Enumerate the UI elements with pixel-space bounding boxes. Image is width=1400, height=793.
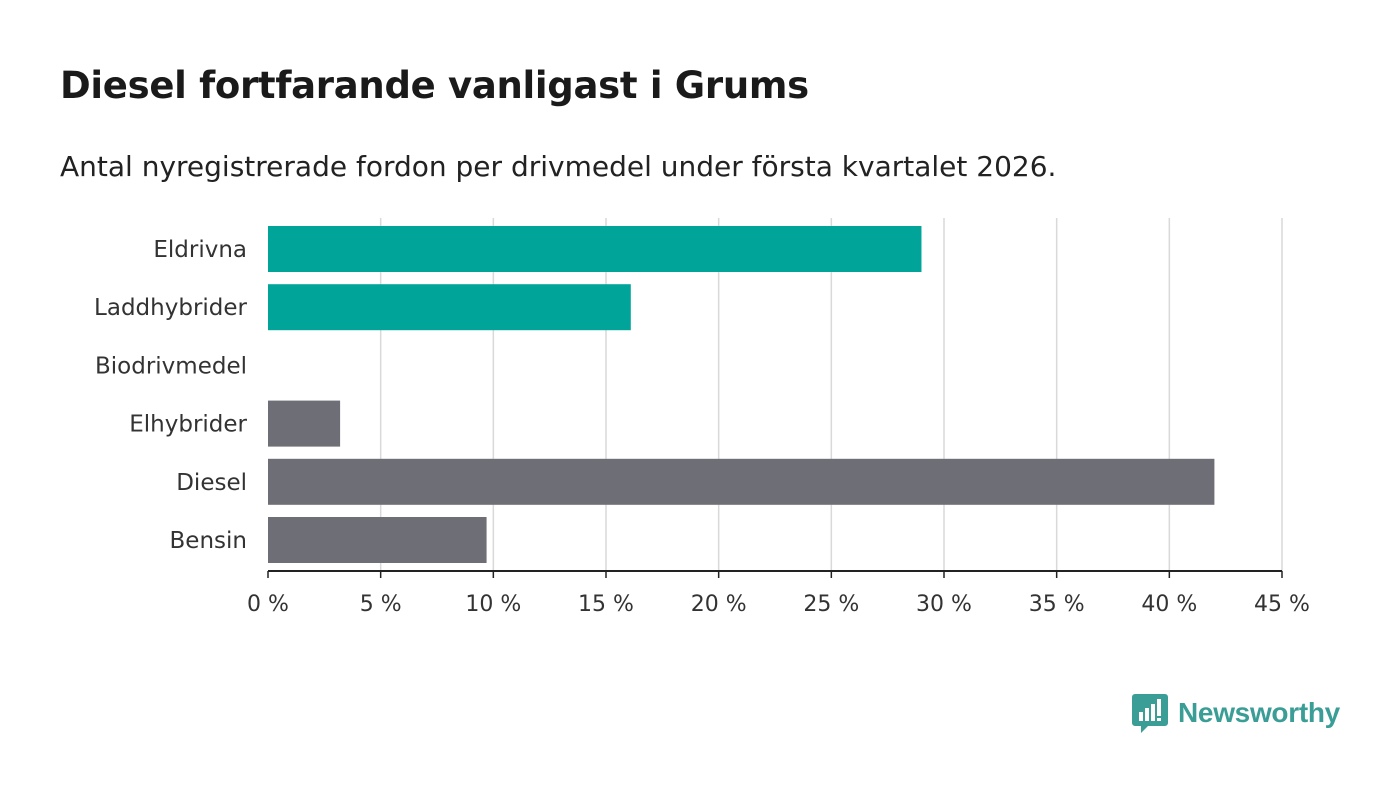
x-axis: 0 % 5 % 10 % 15 % 20 % 25 % 30 % 35 % 40 % 45 %: [247, 570, 1310, 617]
category-label: Elhybrider: [129, 412, 247, 438]
x-tick-label: 25 %: [803, 592, 859, 617]
category-label: Bensin: [170, 528, 247, 554]
bars: [268, 226, 1215, 563]
x-tick-label: 10 %: [465, 592, 521, 617]
brand-logo: Newsworthy: [1132, 692, 1340, 734]
bar-diesel: [268, 458, 1215, 505]
x-tick-label: 15 %: [578, 592, 634, 617]
newsworthy-logo-icon: [1132, 694, 1168, 733]
x-tick-label: 40 %: [1141, 592, 1197, 617]
category-label: Laddhybrider: [94, 295, 247, 321]
bar-elhybrider: [268, 400, 341, 447]
category-labels: Eldrivna Laddhybrider Biodrivmedel Elhybrid…: [94, 237, 247, 554]
gridlines: [379, 218, 1283, 571]
x-tick-label: 35 %: [1029, 592, 1085, 617]
category-label: Diesel: [176, 470, 247, 496]
category-label: Eldrivna: [153, 237, 247, 263]
x-tick-label: 45 %: [1254, 592, 1310, 617]
category-label: Biodrivmedel: [95, 353, 247, 379]
x-tick-label: 30 %: [916, 592, 972, 617]
bar-eldrivna: [268, 226, 922, 272]
chart-subtitle: Antal nyregistrerade fordon per drivmede…: [60, 150, 1057, 183]
x-tick-label: 0 %: [247, 592, 289, 617]
bar-laddhybrider: [268, 284, 631, 331]
bar-bensin: [268, 517, 487, 563]
x-tick-label: 20 %: [691, 592, 747, 617]
brand-name: Newsworthy: [1178, 697, 1340, 728]
chart-title: Diesel fortfarande vanligast i Grums: [60, 64, 809, 107]
x-tick-label: 5 %: [360, 592, 402, 617]
